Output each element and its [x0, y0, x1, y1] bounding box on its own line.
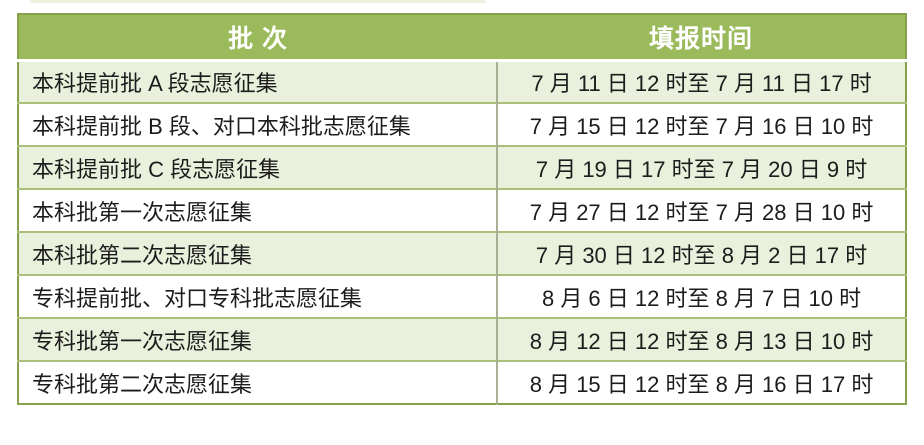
- time-cell: 8 月 6 日 12 时至 8 月 7 日 10 时: [497, 274, 906, 318]
- table-row: 本科批第一次志愿征集 7 月 27 日 12 时至 7 月 28 日 10 时: [18, 188, 906, 232]
- time-cell: 8 月 12 日 12 时至 8 月 13 日 10 时: [497, 317, 906, 361]
- time-cell: 7 月 15 日 12 时至 7 月 16 日 10 时: [497, 102, 906, 146]
- time-cell: 8 月 15 日 12 时至 8 月 16 日 17 时: [497, 360, 906, 404]
- time-cell: 7 月 11 日 12 时至 7 月 11 日 17 时: [497, 59, 906, 103]
- table-body: 本科提前批 A 段志愿征集 7 月 11 日 12 时至 7 月 11 日 17…: [18, 59, 906, 404]
- table-row: 本科提前批 C 段志愿征集 7 月 19 日 17 时至 7 月 20 日 9 …: [18, 145, 906, 189]
- time-cell: 7 月 19 日 17 时至 7 月 20 日 9 时: [497, 145, 906, 189]
- table-row: 专科批第二次志愿征集 8 月 15 日 12 时至 8 月 16 日 17 时: [18, 360, 906, 404]
- admission-schedule-table: 批 次 填报时间 本科提前批 A 段志愿征集 7 月 11 日 12 时至 7 …: [17, 13, 907, 405]
- table-row: 本科提前批 B 段、对口本科批志愿征集 7 月 15 日 12 时至 7 月 1…: [18, 102, 906, 146]
- cropped-top-strip: [30, 0, 486, 3]
- header-cell-batch: 批 次: [18, 14, 498, 62]
- table-row: 本科提前批 A 段志愿征集 7 月 11 日 12 时至 7 月 11 日 17…: [18, 59, 906, 103]
- time-cell: 7 月 30 日 12 时至 8 月 2 日 17 时: [497, 231, 906, 275]
- batch-cell: 专科批第一次志愿征集: [18, 317, 499, 361]
- batch-cell: 本科批第二次志愿征集: [18, 231, 499, 275]
- batch-cell: 本科提前批 C 段志愿征集: [18, 145, 499, 189]
- batch-cell: 本科批第一次志愿征集: [18, 188, 499, 232]
- batch-cell: 专科提前批、对口专科批志愿征集: [18, 274, 499, 318]
- header-cell-time: 填报时间: [497, 14, 906, 62]
- header-row: 批 次 填报时间: [18, 14, 906, 62]
- batch-cell: 本科提前批 B 段、对口本科批志愿征集: [18, 102, 499, 146]
- time-cell: 7 月 27 日 12 时至 7 月 28 日 10 时: [497, 188, 906, 232]
- table-row: 本科批第二次志愿征集 7 月 30 日 12 时至 8 月 2 日 17 时: [18, 231, 906, 275]
- batch-cell: 专科批第二次志愿征集: [18, 360, 499, 404]
- batch-cell: 本科提前批 A 段志愿征集: [18, 59, 499, 103]
- table-header: 批 次 填报时间: [18, 14, 906, 62]
- table-row: 专科批第一次志愿征集 8 月 12 日 12 时至 8 月 13 日 10 时: [18, 317, 906, 361]
- table-row: 专科提前批、对口专科批志愿征集 8 月 6 日 12 时至 8 月 7 日 10…: [18, 274, 906, 318]
